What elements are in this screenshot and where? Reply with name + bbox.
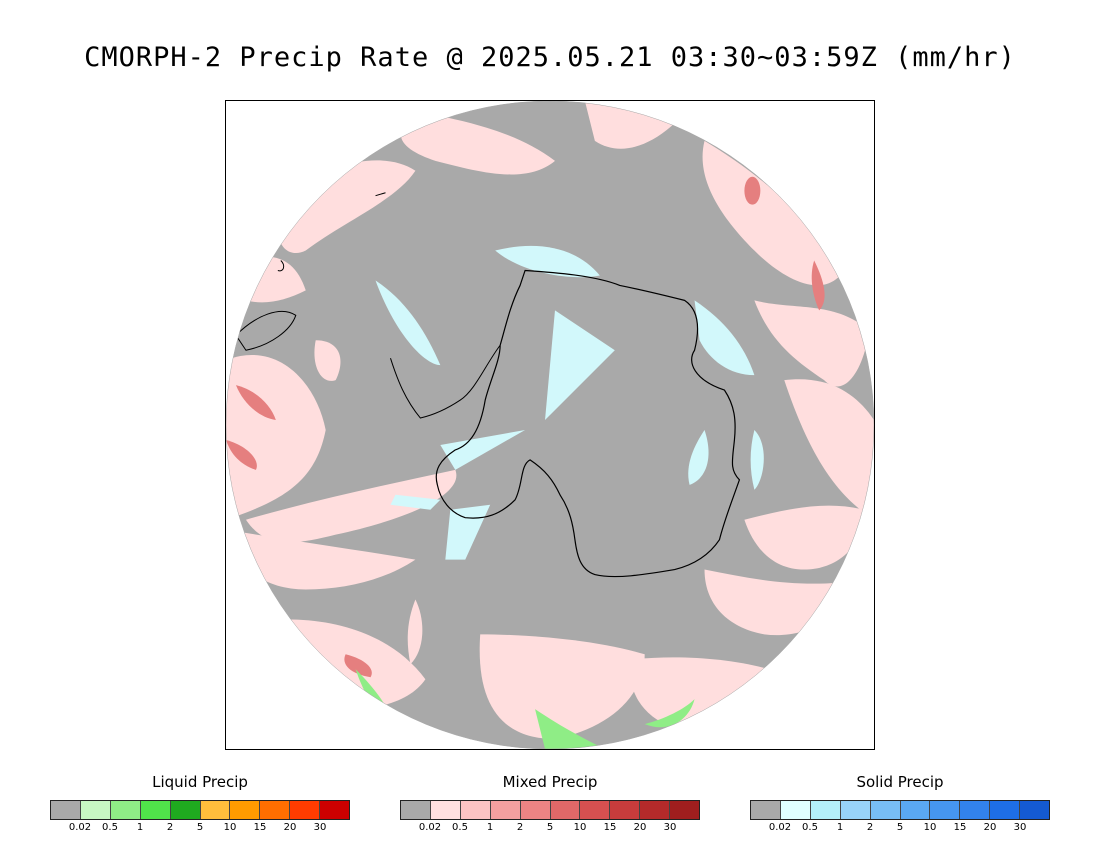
color-swatch [580,801,611,819]
tick-label: 20 [283,822,297,833]
tick-label: 10 [573,822,587,833]
tick-label: 30 [663,822,677,833]
tick-label: 2 [516,822,524,833]
tick-label: 5 [546,822,554,833]
tick-label: 30 [1013,822,1027,833]
legend-title: Mixed Precip [502,773,598,791]
color-swatch [610,801,641,819]
color-swatch [810,801,841,819]
color-swatch [430,801,461,819]
color-swatch [200,801,231,819]
color-swatch [900,801,931,819]
color-swatch [670,801,700,819]
map-title: CMORPH-2 Precip Rate @ 2025.05.21 03:30~… [84,42,1016,73]
color-bar [50,800,350,820]
color-swatch [401,801,431,819]
legend-title: Liquid Precip [152,773,248,791]
tick-label: 1 [836,822,844,833]
antarctic-peninsula-coastline [390,344,501,419]
tick-label: 10 [923,822,937,833]
tick-labels: 0.02 0.5 1 2 5 10 15 20 30 [750,821,1050,835]
color-swatch [751,801,781,819]
color-swatch [460,801,491,819]
mixed-precip-heavy [226,176,825,678]
color-swatch [290,801,321,819]
map-frame [225,100,875,750]
tick-label: 5 [896,822,904,833]
color-swatch [80,801,111,819]
color-bar [750,800,1050,820]
tick-label: 15 [603,822,617,833]
tick-label: 0.5 [452,822,468,833]
mixed-precip-areas [226,101,874,740]
color-swatch [320,801,350,819]
color-swatch [960,801,991,819]
precip-map [226,101,874,749]
color-swatch [780,801,811,819]
color-swatch [640,801,671,819]
color-swatch [110,801,141,819]
tick-label: 1 [486,822,494,833]
color-swatch [930,801,961,819]
color-swatch [1020,801,1050,819]
color-swatch [990,801,1021,819]
color-swatch [870,801,901,819]
tick-label: 0.02 [418,822,442,833]
tick-labels: 0.02 0.5 1 2 5 10 15 20 30 [400,821,700,835]
color-swatch [520,801,551,819]
legend-solid-precip: Solid Precip 0.02 0.5 1 2 5 10 15 20 30 [750,772,1050,835]
tick-label: 0.02 [768,822,792,833]
color-swatch [230,801,261,819]
color-swatch [550,801,581,819]
tick-label: 10 [223,822,237,833]
tick-label: 1 [136,822,144,833]
tick-label: 15 [953,822,967,833]
antarctica-coastline [435,269,741,578]
tick-labels: 0.02 0.5 1 2 5 10 15 20 30 [50,821,350,835]
tick-label: 0.5 [802,822,818,833]
tick-label: 20 [983,822,997,833]
color-bar [400,800,700,820]
color-swatch [840,801,871,819]
color-swatch [140,801,171,819]
color-swatch [490,801,521,819]
tick-label: 30 [313,822,327,833]
legend-mixed-precip: Mixed Precip 0.02 0.5 1 2 5 10 15 20 30 [400,772,700,835]
color-swatch [170,801,201,819]
tick-label: 5 [196,822,204,833]
tick-label: 20 [633,822,647,833]
legend-liquid-precip: Liquid Precip 0.02 0.5 1 2 5 10 15 20 30 [50,772,350,835]
tick-label: 2 [166,822,174,833]
color-swatch [260,801,291,819]
tick-label: 2 [866,822,874,833]
color-swatch [51,801,81,819]
solid-precip-areas [375,245,764,560]
tick-label: 0.5 [102,822,118,833]
legend-title: Solid Precip [856,773,944,791]
tick-label: 0.02 [68,822,92,833]
south-america-coastline [235,192,386,351]
tick-label: 15 [253,822,267,833]
